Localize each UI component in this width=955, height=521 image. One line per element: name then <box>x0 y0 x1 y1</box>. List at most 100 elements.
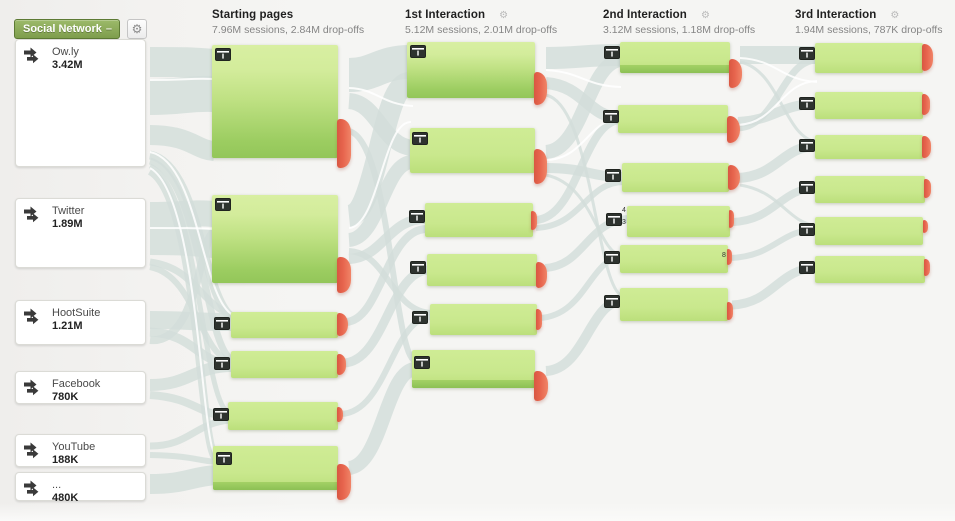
tiny-annotation: 4 <box>622 207 626 214</box>
page-icon <box>216 452 232 465</box>
flow-node[interactable] <box>427 254 537 286</box>
dropoff-tab <box>536 262 547 288</box>
flow-node[interactable] <box>815 43 923 73</box>
flow-node[interactable] <box>430 304 537 335</box>
page-icon <box>603 110 619 123</box>
column-header-1: Starting pages 7.96M sessions, 2.84M drop… <box>212 9 412 36</box>
flow-node[interactable] <box>620 245 728 273</box>
source-name: YouTube <box>52 441 96 453</box>
flow-node[interactable] <box>815 135 923 159</box>
flow-node[interactable] <box>412 350 535 388</box>
page-icon <box>410 261 426 274</box>
dropoff-tab <box>924 259 930 276</box>
page-icon <box>412 132 428 145</box>
source-value: 1.21M <box>52 320 83 332</box>
page-icon <box>410 45 426 58</box>
flow-node[interactable] <box>212 195 338 283</box>
page-icon <box>213 408 229 421</box>
page-icon <box>605 169 621 182</box>
page-icon <box>604 46 620 59</box>
source-value: 780K <box>52 391 79 403</box>
tiny-annotation: 8 <box>722 252 726 259</box>
dropoff-tab <box>923 220 928 233</box>
dropdown-caret-icon: – <box>105 23 112 35</box>
dropoff-tab <box>531 211 537 230</box>
flow-through-icon <box>23 441 43 464</box>
dropoff-tab <box>337 119 351 168</box>
dropoff-tab <box>729 59 742 88</box>
page-icon <box>799 223 815 236</box>
flow-through-icon <box>23 307 43 330</box>
flow-through-icon <box>23 46 43 69</box>
column-title: 2nd Interaction ⚙ <box>603 9 711 21</box>
dropoff-tab <box>534 371 548 401</box>
source-node[interactable]: ... 480K <box>15 472 146 504</box>
flow-node[interactable] <box>425 203 533 237</box>
page-icon <box>214 357 230 370</box>
flow-node[interactable] <box>407 42 535 98</box>
dropoff-tab <box>337 313 348 336</box>
source-name: Twitter <box>52 205 85 217</box>
dropoff-tab <box>534 72 547 105</box>
flow-node[interactable] <box>622 163 729 192</box>
flow-node[interactable] <box>410 128 535 173</box>
flow-through-icon <box>23 479 43 502</box>
dropoff-tab <box>534 149 547 184</box>
flow-node[interactable] <box>212 45 338 158</box>
column-gear-icon[interactable]: ⚙ <box>700 10 711 21</box>
flow-node[interactable] <box>815 176 925 203</box>
flow-node[interactable] <box>620 42 730 73</box>
dropoff-tab <box>337 257 351 293</box>
flow-node[interactable] <box>815 217 923 245</box>
tiny-annotation: 3 <box>622 219 626 226</box>
flow-node[interactable] <box>618 105 728 133</box>
dropoff-tab <box>922 136 931 158</box>
page-icon <box>412 311 428 324</box>
dimension-dropdown[interactable]: Social Network – <box>14 19 120 39</box>
flow-node[interactable] <box>620 288 728 321</box>
source-node[interactable]: Facebook 780K <box>15 371 146 404</box>
flow-settings-button[interactable]: ⚙ <box>127 19 147 39</box>
flow-node[interactable] <box>815 256 925 283</box>
flow-node[interactable] <box>815 92 923 119</box>
gear-icon: ⚙ <box>131 22 143 36</box>
source-node[interactable]: HootSuite 1.21M <box>15 300 146 345</box>
source-node[interactable]: YouTube 188K <box>15 434 146 467</box>
flow-node[interactable] <box>231 312 338 338</box>
column-title: 1st Interaction ⚙ <box>405 9 509 21</box>
dropoff-tab <box>922 94 930 115</box>
dropoff-tab <box>536 309 542 330</box>
dropoff-tab <box>337 407 343 422</box>
dropoff-tab <box>727 249 732 265</box>
flow-node[interactable] <box>627 206 730 237</box>
source-value: 480K <box>52 492 79 504</box>
flow-node[interactable] <box>231 351 338 378</box>
dropoff-tab <box>337 354 346 375</box>
source-value: 1.89M <box>52 218 83 230</box>
column-subtitle: 7.96M sessions, 2.84M drop-offs <box>212 24 365 36</box>
dropoff-tab <box>337 464 351 500</box>
dropoff-tab <box>729 210 734 228</box>
source-name: Facebook <box>52 378 101 390</box>
page-icon <box>799 139 815 152</box>
source-value: 3.42M <box>52 59 83 71</box>
page-icon <box>409 210 425 223</box>
dropoff-tab <box>727 116 740 143</box>
source-node[interactable]: Twitter 1.89M <box>15 198 146 268</box>
column-title: Starting pages <box>212 9 294 21</box>
source-node[interactable]: Ow.ly 3.42M <box>15 39 146 167</box>
dimension-label: Social Network <box>23 23 102 35</box>
flow-node[interactable] <box>213 446 338 490</box>
page-icon <box>414 356 430 369</box>
page-icon <box>799 47 815 60</box>
dropoff-tab <box>924 179 931 198</box>
dropoff-tab <box>727 302 733 320</box>
column-gear-icon[interactable]: ⚙ <box>890 10 900 21</box>
column-gear-icon[interactable]: ⚙ <box>499 10 509 21</box>
page-icon <box>799 261 815 274</box>
flow-node[interactable] <box>228 402 338 430</box>
